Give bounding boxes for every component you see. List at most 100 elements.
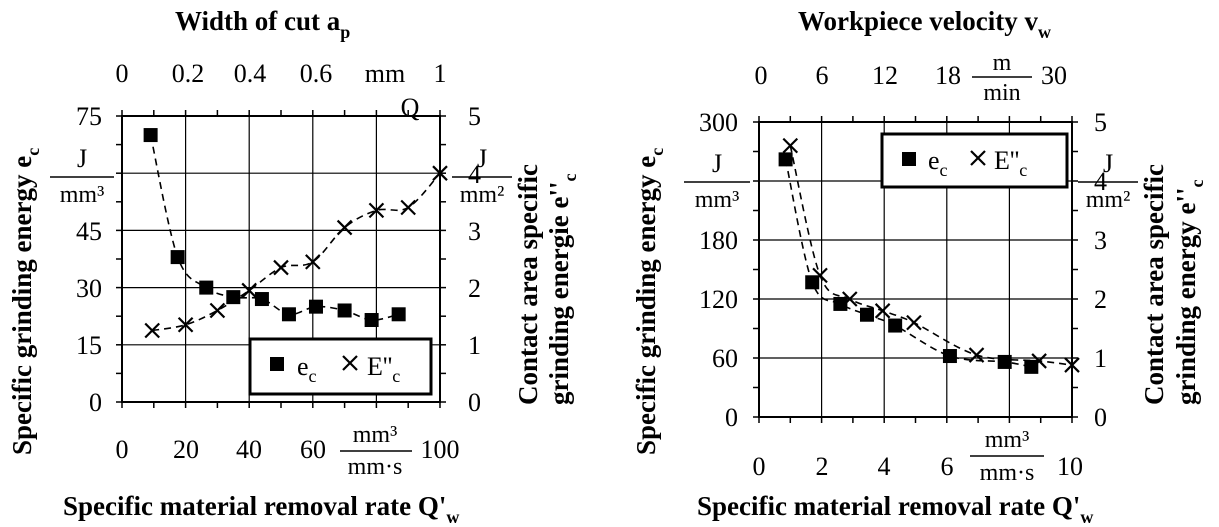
chart-right: Workpiece velocity vw 0 6 12 18 30 m min… — [631, 6, 1207, 527]
x-unit-num: mm³ — [353, 422, 398, 448]
x-unit-den: mm·s — [348, 454, 403, 480]
data-point-square — [888, 318, 903, 333]
x-tick-label: 4 — [878, 452, 891, 481]
data-point-square — [778, 152, 793, 167]
y-right-tick-label: 0 — [468, 388, 481, 417]
y-left-tick-label: 75 — [76, 102, 102, 131]
y-left-tick-label: 0 — [725, 403, 738, 432]
x-tick-label: 2 — [816, 452, 829, 481]
legend-square-marker — [270, 357, 284, 371]
y-left-tick-label: 45 — [76, 217, 102, 246]
data-point-square — [254, 292, 269, 307]
chart-left: Width of cut ap 0 0.2 0.4 0.6 mm 1 Q 0 1… — [7, 6, 580, 527]
y-left-tick-label: 15 — [76, 331, 102, 360]
chart-left-marks — [143, 128, 448, 339]
data-point-square — [226, 290, 241, 305]
top-tick-label: 6 — [816, 61, 829, 90]
x-tick-label: 60 — [300, 435, 326, 464]
chart-right-x-title: Specific material removal rate Q'w — [697, 491, 1093, 527]
fit-curve-Ec — [152, 172, 441, 332]
y-left-unit-den: mm³ — [695, 187, 740, 213]
legend-square-marker — [902, 152, 916, 166]
y-right-unit-den: mm² — [460, 182, 505, 208]
y-left-tick-label: 60 — [712, 344, 738, 373]
chart-left-x-title: Specific material removal rate Q'w — [63, 491, 459, 527]
data-point-cross — [368, 202, 385, 219]
chart-left-fit-curves — [149, 134, 441, 332]
legend-cross-marker — [342, 355, 358, 371]
x-tick-label: 0 — [116, 435, 129, 464]
data-point-cross — [305, 254, 321, 270]
y-right-tick-label: 2 — [1094, 285, 1107, 314]
y-right-tick-label: 5 — [468, 102, 481, 131]
y-left-unit-num: J — [77, 144, 87, 173]
top-unit-label: mm — [365, 59, 405, 88]
data-point-cross — [841, 291, 858, 307]
chart-right-plot-frame — [758, 121, 1073, 418]
top-tick-label: 30 — [1041, 61, 1067, 90]
chart-right-legend: ec E''c — [880, 132, 1069, 189]
chart-right-y-left-ticks: 0 60 120 180 300 — [699, 108, 738, 432]
data-point-cross — [968, 347, 985, 363]
data-point-square — [859, 307, 874, 322]
y-right-unit-num: J — [477, 144, 487, 173]
legend-label-Ec: E''c — [367, 352, 400, 386]
chart-left-plot-frame — [121, 115, 441, 403]
chart-left-legend: ec E''c — [248, 337, 433, 396]
top-unit-den: min — [983, 80, 1020, 106]
top-tick-label: 0.6 — [300, 59, 333, 88]
data-point-square — [942, 349, 957, 364]
y-right-tick-label: 2 — [468, 274, 481, 303]
top-unit-num: m — [993, 50, 1012, 76]
y-left-tick-label: 0 — [89, 388, 102, 417]
chart-left-y-right-ticks: 0 1 2 3 4 5 — [468, 102, 481, 417]
y-right-unit-num: J — [1103, 149, 1113, 178]
chart-right-y-right-title-2: grinding energy e''c — [1171, 180, 1207, 406]
data-point-cross — [1064, 357, 1080, 373]
chart-left-top-axis: 0 0.2 0.4 0.6 mm 1 — [116, 59, 447, 88]
data-point-cross — [400, 199, 416, 216]
data-point-cross — [273, 259, 289, 276]
chart-right-marks — [778, 137, 1080, 374]
data-point-square — [1024, 359, 1039, 374]
data-point-square — [281, 307, 296, 322]
legend-cross-marker — [970, 150, 986, 166]
top-tick-label: 0.2 — [172, 59, 205, 88]
y-left-tick-label: 180 — [699, 226, 738, 255]
x-tick-label: 10 — [1057, 452, 1083, 481]
chart-right-x-ticks: 0 2 4 6 10 — [753, 452, 1084, 481]
data-point-square — [199, 280, 214, 295]
x-unit-num: mm³ — [985, 427, 1030, 453]
chart-left-q-marker: Q — [401, 93, 420, 122]
data-point-cross — [1031, 353, 1047, 369]
y-left-tick-label: 30 — [76, 274, 102, 303]
x-tick-label: 40 — [236, 435, 262, 464]
data-point-cross — [336, 219, 353, 236]
x-unit-den: mm·s — [980, 460, 1035, 486]
data-point-cross — [241, 282, 257, 299]
legend-label-ec: ec — [928, 146, 948, 180]
y-left-tick-label: 300 — [699, 108, 738, 137]
fit-curve-ec — [149, 134, 399, 321]
data-point-square — [997, 354, 1012, 369]
data-point-cross — [209, 302, 226, 319]
data-point-square — [337, 303, 352, 318]
data-point-cross — [812, 267, 828, 284]
data-point-cross — [144, 322, 160, 339]
fit-curve-ec — [784, 159, 1032, 368]
data-point-square — [391, 307, 406, 322]
y-right-tick-label: 4 — [468, 160, 481, 189]
top-tick-label: 12 — [872, 61, 898, 90]
y-right-unit-den: mm² — [1086, 187, 1131, 213]
data-point-cross — [906, 314, 922, 331]
data-point-cross — [432, 165, 448, 181]
x-tick-label: 0 — [753, 452, 766, 481]
y-right-tick-label: 3 — [1094, 226, 1107, 255]
chart-right-top-axis: 0 6 12 18 30 m min — [755, 50, 1068, 106]
chart-right-title: Workpiece velocity vw — [798, 6, 1051, 42]
data-point-square — [364, 313, 379, 328]
data-point-cross — [782, 137, 799, 154]
data-point-square — [833, 296, 848, 311]
x-tick-label: 20 — [173, 435, 199, 464]
